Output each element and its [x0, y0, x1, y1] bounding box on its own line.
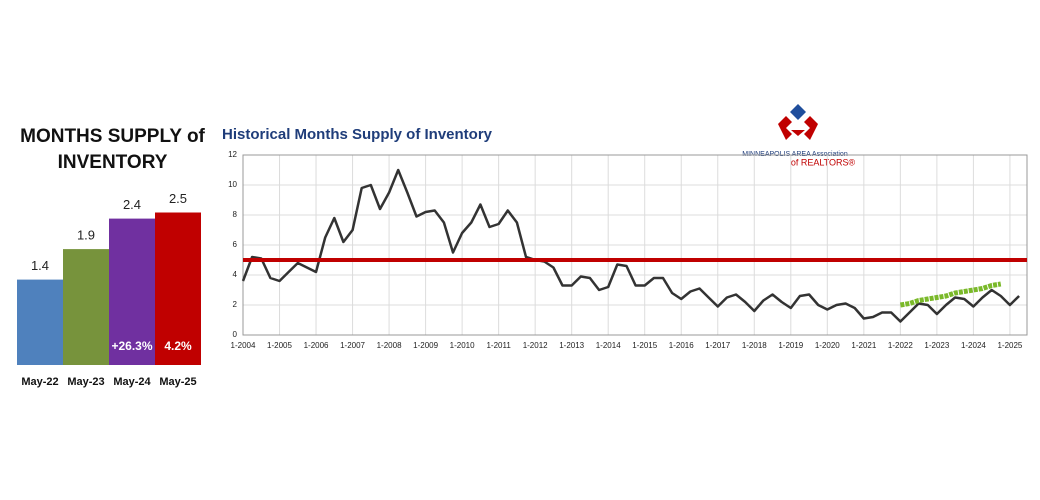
bar [109, 218, 155, 365]
x-tick-label: 1-2020 [815, 341, 840, 350]
x-tick-label: May-25 [159, 376, 196, 388]
x-tick-label: 1-2011 [486, 341, 511, 350]
x-tick-label: 1-2010 [450, 341, 475, 350]
bar-title: MONTHS SUPPLY of INVENTORY [20, 126, 205, 173]
x-tick-label: May-22 [21, 376, 58, 388]
bar-note: 4.2% [164, 339, 192, 353]
x-tick-label: 1-2015 [632, 341, 657, 350]
x-tick-label: 1-2021 [851, 341, 876, 350]
x-tick-label: May-23 [67, 376, 104, 388]
plot-frame [242, 154, 1028, 336]
logo-text: of REALTORS® [791, 157, 856, 167]
bar-note: +26.3% [111, 339, 152, 353]
x-tick-label: 1-2017 [705, 341, 730, 350]
y-tick-label: 8 [233, 210, 238, 219]
x-tick-label: 1-2019 [778, 341, 803, 350]
y-tick-label: 2 [233, 300, 238, 309]
value-label: 1.9 [77, 228, 95, 243]
logo-text: MINNEAPOLIS AREA Association [742, 151, 848, 158]
x-tick-label: 1-2018 [742, 341, 767, 350]
y-tick-label: 0 [233, 330, 238, 339]
x-tick-label: 1-2024 [961, 341, 986, 350]
y-tick-label: 12 [228, 150, 237, 159]
bar [63, 249, 109, 365]
series-line [241, 168, 1020, 323]
x-tick-label: 1-2007 [340, 341, 365, 350]
y-tick-label: 6 [233, 240, 238, 249]
line-title: Historical Months Supply of Inventory [222, 126, 493, 143]
value-label: 1.4 [31, 258, 49, 273]
x-tick-label: 1-2025 [997, 341, 1022, 350]
x-tick-label: 1-2014 [596, 341, 621, 350]
value-label: 2.4 [123, 197, 141, 212]
logo-icon [778, 104, 818, 140]
x-tick-label: 1-2009 [413, 341, 438, 350]
series-line [899, 281, 1002, 308]
y-tick-label: 4 [233, 270, 238, 279]
x-tick-label: 1-2016 [669, 341, 694, 350]
x-tick-label: 1-2012 [523, 341, 548, 350]
y-tick-label: 10 [228, 180, 237, 189]
x-tick-label: 1-2022 [888, 341, 913, 350]
x-tick-label: 1-2004 [231, 341, 256, 350]
x-tick-label: 1-2013 [559, 341, 584, 350]
x-tick-label: May-24 [113, 376, 151, 388]
value-label: 2.5 [169, 191, 187, 206]
x-tick-label: 1-2008 [377, 341, 402, 350]
x-tick-label: 1-2023 [924, 341, 949, 350]
x-tick-label: 1-2006 [304, 341, 329, 350]
bar [155, 212, 201, 365]
bar [17, 279, 63, 365]
x-tick-label: 1-2005 [267, 341, 292, 350]
